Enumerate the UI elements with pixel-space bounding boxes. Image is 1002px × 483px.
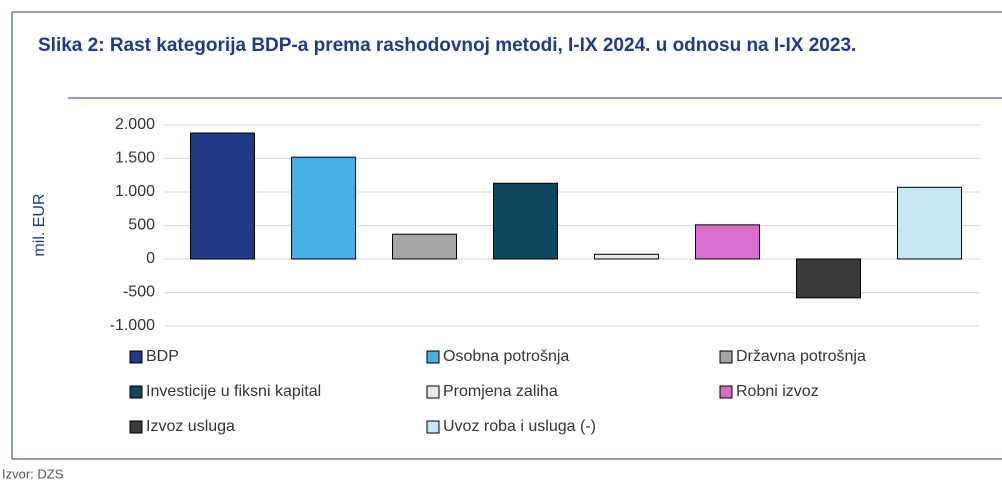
bar <box>695 224 760 260</box>
legend-label: BDP <box>146 348 179 365</box>
chart-title: Slika 2: Rast kategorija BDP-a prema ras… <box>38 35 857 56</box>
bar <box>594 253 659 260</box>
legend-label: Osobna potrošnja <box>443 348 569 365</box>
legend-marker <box>719 385 733 399</box>
legend-label: Robni izvoz <box>736 383 819 400</box>
legend-label: Izvoz usluga <box>146 418 235 435</box>
legend-marker <box>129 350 143 364</box>
bar <box>897 186 962 260</box>
y-axis-label: mil. EUR <box>31 193 48 256</box>
y-tick-label: -500 <box>123 284 155 301</box>
legend-marker <box>426 420 440 434</box>
legend-label: Promjena zaliha <box>443 383 558 400</box>
legend-marker <box>129 385 143 399</box>
y-tick-label: 1.000 <box>115 183 155 200</box>
legend-marker <box>426 350 440 364</box>
bar <box>493 182 558 260</box>
bar <box>796 258 861 299</box>
legend-label: Uvoz roba i usluga (-) <box>443 418 596 435</box>
bar <box>291 156 356 260</box>
legend-marker <box>129 420 143 434</box>
legend-label: Investicije u fiksni kapital <box>146 383 321 400</box>
y-tick-label: 2.000 <box>115 116 155 133</box>
legend-label: Državna potrošnja <box>736 348 866 365</box>
legend-marker <box>719 350 733 364</box>
source: Izvor: DZS <box>2 466 64 481</box>
y-tick-label: 1.500 <box>115 150 155 167</box>
y-tick-label: -1.000 <box>110 317 155 334</box>
y-tick-label: 0 <box>146 250 155 267</box>
y-tick-label: 500 <box>128 217 155 234</box>
legend-marker <box>426 385 440 399</box>
bar <box>190 132 255 260</box>
bar <box>392 233 457 260</box>
